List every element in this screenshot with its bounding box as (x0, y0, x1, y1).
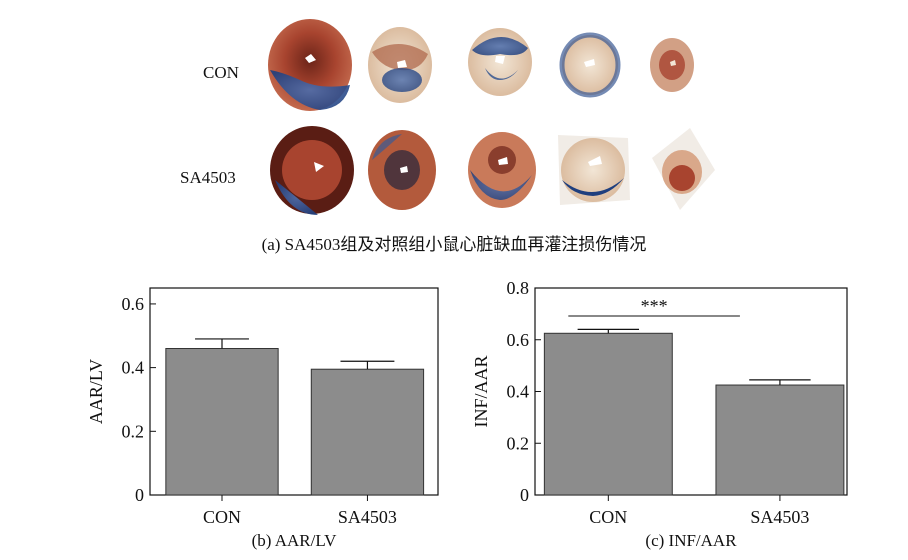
significance-label: *** (641, 296, 668, 316)
y-tick-label: 0.6 (122, 294, 145, 314)
x-tick-label: SA4503 (338, 507, 397, 527)
y-axis-label: AAR/LV (86, 359, 106, 424)
con-slice-1 (268, 19, 352, 111)
y-tick-label: 0.2 (122, 421, 145, 441)
sa4503-slice-5 (652, 128, 715, 210)
bar-sa4503 (310, 368, 425, 496)
con-slice-5 (650, 38, 694, 92)
x-tick-label: CON (203, 507, 241, 527)
con-slice-2 (368, 27, 432, 103)
chart-inf-aar: 0 0.2 0.4 0.6 0.8 CON SA4503 INF/AAR *** (c) INF/… (471, 278, 848, 550)
y-tick-label: 0.2 (507, 433, 530, 453)
panel-a-caption: (a) SA4503组及对照组小鼠心脏缺血再灌注损伤情况 (261, 235, 647, 254)
sa4503-slice-3 (468, 132, 536, 208)
x-tick-label: SA4503 (750, 507, 809, 527)
bar-sa4503 (715, 384, 845, 496)
y-axis-label: INF/AAR (471, 355, 491, 427)
y-tick-label: 0 (135, 485, 144, 505)
heart-slices-image (268, 19, 715, 215)
x-tick-label: CON (589, 507, 627, 527)
row-label-con: CON (203, 63, 239, 82)
chart-caption: (b) AAR/LV (252, 531, 338, 550)
bar-con (165, 348, 279, 496)
bar-con (543, 332, 673, 496)
sa4503-slice-4 (558, 135, 630, 205)
sa4503-slice-1 (270, 126, 354, 215)
chart-caption: (c) INF/AAR (645, 531, 737, 550)
con-slice-4 (559, 32, 621, 98)
chart-aar-lv: 0 0.2 0.4 0.6 CON SA4503 AAR/LV (b) AAR/LV (86, 287, 439, 550)
y-tick-label: 0.4 (122, 358, 145, 378)
sa4503-slice-2 (368, 130, 436, 210)
y-tick-label: 0.4 (507, 382, 530, 402)
plot-frame (149, 287, 439, 496)
con-slice-3 (468, 28, 532, 96)
y-tick-label: 0.6 (507, 330, 530, 350)
y-tick-label: 0 (520, 485, 529, 505)
row-label-sa4503: SA4503 (180, 168, 236, 187)
y-tick-label: 0.8 (507, 278, 530, 298)
